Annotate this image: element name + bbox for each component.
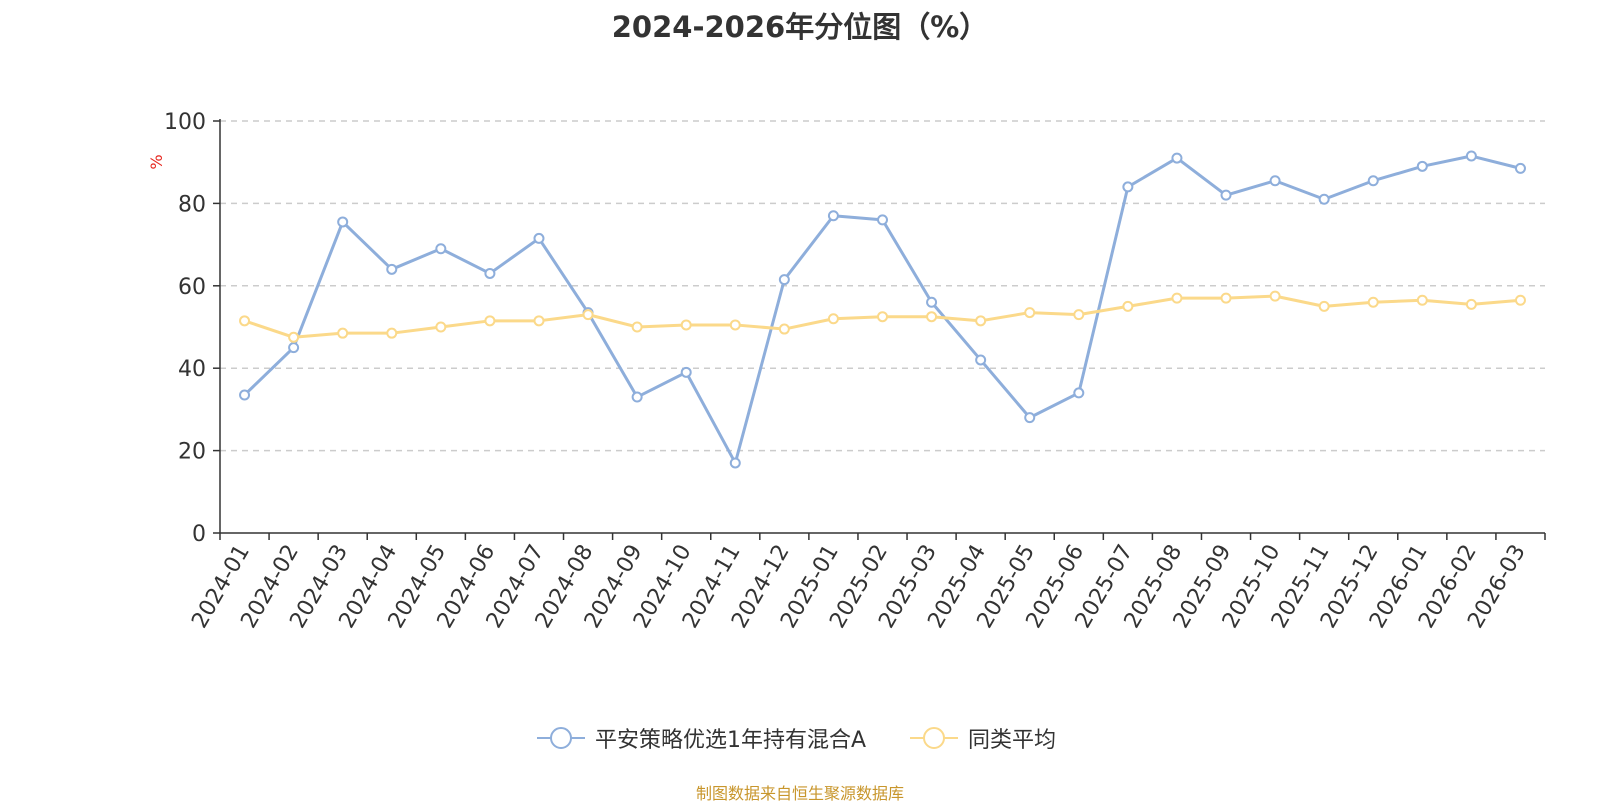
chart-title: 2024-2026年分位图（%） [611, 10, 989, 44]
series-1-point [680, 319, 692, 331]
series-0-point [877, 214, 888, 226]
series-1-point [386, 327, 398, 339]
source-note: 制图数据来自恒生聚源数据库 [695, 784, 904, 803]
legend-fund-marker-icon [537, 727, 585, 749]
legend-item-average[interactable]: 同类平均 [910, 722, 1056, 754]
series-0-point [1122, 181, 1134, 193]
series-0-point [1171, 152, 1183, 164]
series-0-point [975, 354, 987, 366]
series-0-point [729, 457, 741, 469]
series-1-point [1416, 294, 1428, 306]
series-1-point [1024, 307, 1036, 319]
legend-average-label: 同类平均 [968, 728, 1057, 753]
series-1-point [533, 315, 545, 327]
legend-fund-label: 平安策略优选1年持有混合A [595, 728, 867, 753]
series-1-point [1514, 294, 1526, 306]
series-0-point [1416, 160, 1428, 172]
series-0-point [1220, 189, 1232, 201]
legend-average-marker-icon [910, 727, 958, 749]
series-0-point [1367, 175, 1379, 187]
series-0-point [1073, 387, 1085, 399]
series-1-point [239, 315, 251, 327]
series-0-point [533, 232, 545, 244]
y-tick-label: 0 [192, 522, 206, 547]
series-0-point [926, 296, 938, 308]
y-tick-label: 40 [178, 357, 206, 382]
series-1-point [729, 319, 741, 331]
series-1-point [435, 321, 447, 333]
series-0-point [484, 267, 496, 279]
series-0-point [778, 274, 790, 286]
series-1-point [926, 311, 938, 323]
y-axis-label: % [147, 154, 166, 169]
series-0-point [827, 210, 839, 222]
y-tick-label: 20 [178, 440, 206, 465]
series-1-point [1367, 296, 1379, 308]
legend-item-fund[interactable]: 平安策略优选1年持有混合A [537, 722, 866, 754]
series-1-point [1171, 292, 1183, 304]
series-1-point [1122, 300, 1134, 312]
series-0-point [631, 391, 643, 403]
series-1-point [631, 321, 643, 333]
series-1-point [1073, 309, 1085, 321]
series-0-point [288, 342, 300, 354]
series-0-point [680, 366, 692, 378]
series-1-point [337, 327, 349, 339]
series-0-point [1269, 175, 1281, 187]
series-0-point [435, 243, 447, 255]
series-1-point [877, 311, 888, 323]
series-0-point [1514, 162, 1526, 174]
y-tick-label: 80 [178, 192, 206, 217]
series-1-point [1318, 300, 1330, 312]
series-1-point [827, 313, 839, 325]
series-0-point [386, 263, 398, 275]
series-1-point [1465, 298, 1477, 310]
series-0-point [1318, 193, 1330, 205]
series-1-point [288, 331, 300, 343]
series-line-0 [243, 154, 1521, 465]
y-tick-label: 100 [164, 110, 206, 135]
series-0-point [1024, 412, 1036, 424]
series-1-point [778, 323, 790, 335]
series-1-point [582, 309, 594, 321]
y-tick-label: 60 [178, 275, 206, 300]
series-1-point [1220, 292, 1232, 304]
series-0-point [239, 389, 251, 401]
series-1-point [484, 315, 496, 327]
series-1-point [1269, 290, 1281, 302]
series-0-point [337, 216, 349, 228]
series-1-point [975, 315, 987, 327]
series-0-point [1465, 150, 1477, 162]
